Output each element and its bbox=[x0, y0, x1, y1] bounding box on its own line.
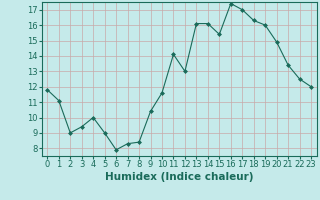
X-axis label: Humidex (Indice chaleur): Humidex (Indice chaleur) bbox=[105, 172, 253, 182]
